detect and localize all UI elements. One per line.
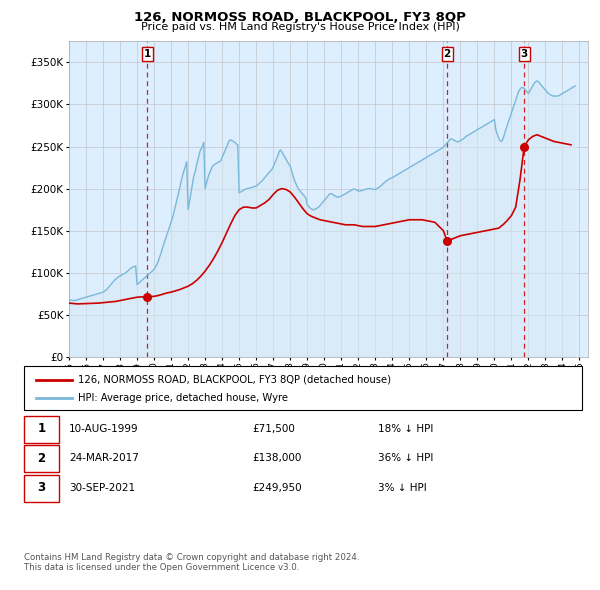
Text: 24-MAR-2017: 24-MAR-2017 <box>69 453 139 463</box>
Text: 36% ↓ HPI: 36% ↓ HPI <box>378 453 433 463</box>
Text: 3: 3 <box>521 49 528 59</box>
Text: 3% ↓ HPI: 3% ↓ HPI <box>378 483 427 493</box>
Text: This data is licensed under the Open Government Licence v3.0.: This data is licensed under the Open Gov… <box>24 563 299 572</box>
Text: 126, NORMOSS ROAD, BLACKPOOL, FY3 8QP: 126, NORMOSS ROAD, BLACKPOOL, FY3 8QP <box>134 11 466 24</box>
Text: 2: 2 <box>37 452 46 465</box>
Text: Contains HM Land Registry data © Crown copyright and database right 2024.: Contains HM Land Registry data © Crown c… <box>24 553 359 562</box>
Text: £249,950: £249,950 <box>252 483 302 493</box>
Text: 18% ↓ HPI: 18% ↓ HPI <box>378 424 433 434</box>
Text: Price paid vs. HM Land Registry's House Price Index (HPI): Price paid vs. HM Land Registry's House … <box>140 22 460 32</box>
Text: 30-SEP-2021: 30-SEP-2021 <box>69 483 135 493</box>
Text: 10-AUG-1999: 10-AUG-1999 <box>69 424 139 434</box>
Text: HPI: Average price, detached house, Wyre: HPI: Average price, detached house, Wyre <box>78 393 288 402</box>
Text: 3: 3 <box>37 481 46 494</box>
Text: £138,000: £138,000 <box>252 453 301 463</box>
Text: 126, NORMOSS ROAD, BLACKPOOL, FY3 8QP (detached house): 126, NORMOSS ROAD, BLACKPOOL, FY3 8QP (d… <box>78 375 391 385</box>
Text: 2: 2 <box>443 49 451 59</box>
Text: 1: 1 <box>143 49 151 59</box>
Text: 1: 1 <box>37 422 46 435</box>
Text: £71,500: £71,500 <box>252 424 295 434</box>
